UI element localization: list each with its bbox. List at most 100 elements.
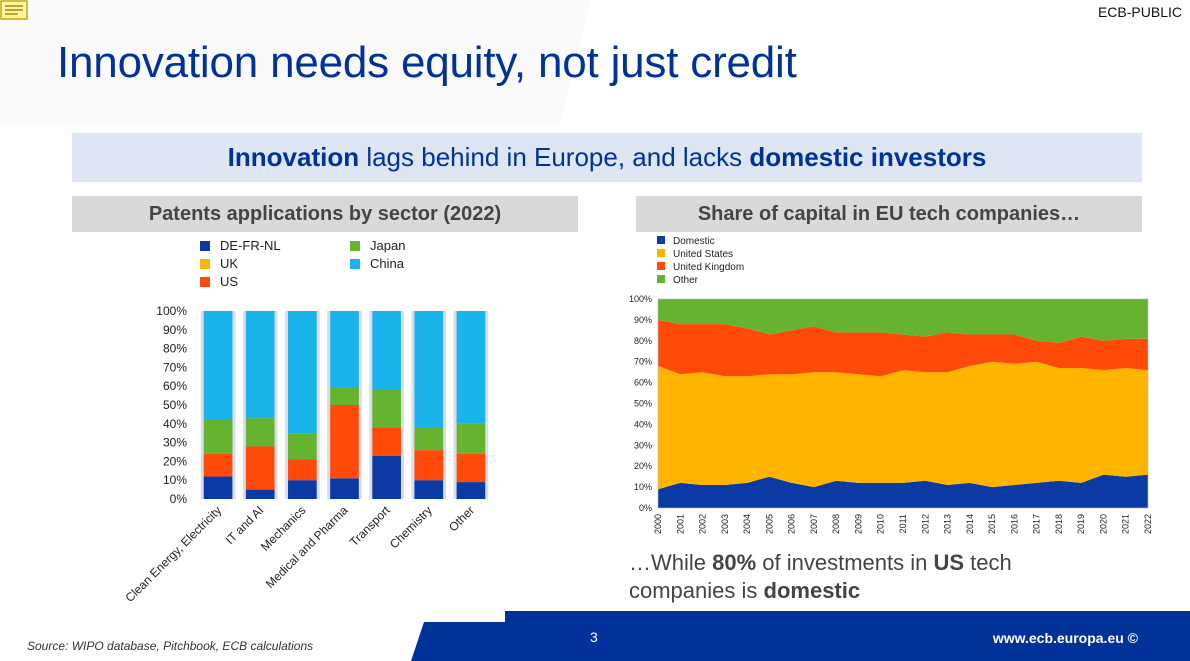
area-series (658, 319, 1148, 377)
bar-segment (330, 405, 359, 479)
bar-segment (245, 311, 275, 419)
bar-segment (456, 311, 486, 424)
bar-segment (330, 388, 359, 405)
x-tick-label: 2008 (831, 514, 841, 534)
bar-segment (203, 311, 233, 421)
legend-swatch (657, 262, 665, 270)
bar-segment (203, 476, 233, 499)
x-tick-label: 2014 (965, 514, 975, 534)
banner-text: lags behind in Europe, and lacks (359, 142, 750, 172)
legend-swatch (200, 277, 210, 287)
y-tick-label: 10% (163, 473, 187, 487)
x-category-label: Other (446, 503, 477, 534)
legend-swatch (350, 259, 360, 269)
bar-segment (414, 480, 444, 499)
legend-label: Japan (370, 238, 405, 253)
bar-segment (456, 423, 486, 454)
banner-text-bold-1: Innovation (227, 142, 360, 172)
left-chart-title: Patents applications by sector (2022) (72, 196, 578, 232)
x-category-label: IT and AI (223, 503, 267, 547)
conclusion-part: …While (629, 550, 713, 575)
conclusion-text: …While 80% of investments in US tech com… (629, 549, 1099, 605)
y-tick-label: 60% (634, 378, 652, 388)
legend-label: DE-FR-NL (220, 238, 281, 253)
x-tick-label: 2018 (1054, 514, 1064, 534)
conclusion-bold: domestic (763, 578, 861, 603)
y-tick-label: 90% (163, 323, 187, 337)
headline-banner: Innovation lags behind in Europe, and la… (72, 133, 1142, 182)
plot-frame (657, 298, 1149, 509)
legend-swatch (200, 241, 210, 251)
area-series (658, 361, 1148, 490)
y-tick-label: 0% (639, 503, 652, 513)
bar-segment (372, 389, 401, 428)
bar-segment (288, 311, 317, 434)
note-icon[interactable] (0, 0, 30, 24)
x-tick-label: 2020 (1098, 514, 1108, 534)
conclusion-bold: US (933, 550, 965, 575)
x-tick-label: 2012 (920, 514, 930, 534)
area-series (658, 299, 1148, 343)
legend-swatch (350, 241, 360, 251)
conclusion-bold: 80% (712, 550, 757, 575)
legend-swatch (657, 275, 665, 283)
bar-segment (414, 427, 444, 451)
legend-swatch (657, 236, 665, 244)
y-tick-label: 100% (629, 294, 652, 304)
bar-segment (414, 450, 444, 481)
slide-title: Innovation needs equity, not just credit (57, 38, 797, 87)
x-tick-label: 2009 (853, 514, 863, 534)
bar-segment (245, 446, 275, 490)
bar-segment (456, 482, 486, 499)
x-tick-label: 2016 (1009, 514, 1019, 534)
x-tick-label: 2003 (720, 514, 730, 534)
classification-label: ECB-PUBLIC (1097, 4, 1182, 20)
x-tick-label: 2001 (675, 514, 685, 534)
y-tick-label: 20% (163, 454, 187, 468)
y-tick-label: 30% (634, 440, 652, 450)
capital-share-area-chart: Domestic United States United Kingdom Other… (629, 236, 1153, 534)
x-tick-label: 2021 (1121, 514, 1131, 534)
y-tick-label: 80% (163, 342, 187, 356)
y-tick-label: 30% (163, 436, 187, 450)
bar-segment (203, 453, 233, 477)
website-link[interactable]: www.ecb.europa.eu © (992, 630, 1138, 646)
bar-segment (245, 489, 275, 499)
bar-segment (245, 418, 275, 447)
x-tick-label: 2013 (943, 514, 953, 534)
bar-segment (330, 478, 359, 499)
x-tick-label: 2017 (1032, 514, 1042, 534)
y-tick-label: 40% (163, 417, 187, 431)
bar-segment (372, 311, 401, 390)
x-tick-label: 2015 (987, 514, 997, 534)
x-category-label: Medical and Pharma (263, 503, 351, 591)
x-tick-label: 2019 (1076, 514, 1086, 534)
y-tick-label: 50% (634, 399, 652, 409)
y-tick-label: 100% (156, 304, 187, 318)
legend-label: UK (220, 256, 238, 271)
page-number: 3 (590, 629, 598, 645)
legend-label: Other (673, 275, 699, 286)
legend-label: United States (673, 249, 733, 260)
bar-segment (203, 420, 233, 454)
y-tick-label: 80% (634, 336, 652, 346)
y-tick-label: 50% (163, 398, 187, 412)
y-tick-label: 10% (634, 482, 652, 492)
x-tick-label: 2006 (787, 514, 797, 534)
bar-segment (330, 311, 359, 389)
bar-segment (456, 453, 486, 483)
bar-segment (372, 427, 401, 456)
patents-bar-chart: DE-FR-NL UK US Japan China 0% 10% 20% 30% 40% 50% 6… (122, 238, 489, 605)
x-tick-label: 2007 (809, 514, 819, 534)
bar-segment (288, 480, 317, 499)
y-tick-label: 70% (163, 360, 187, 374)
area-series (658, 474, 1148, 508)
y-tick-label: 40% (634, 419, 652, 429)
x-category-label: Clean Energy, Electricity (122, 503, 224, 605)
conclusion-part: tech companies is (629, 550, 1012, 603)
conclusion-part: of investments in (756, 550, 934, 575)
y-tick-label: 70% (634, 357, 652, 367)
x-tick-label: 2005 (764, 514, 774, 534)
bar-segment (414, 311, 444, 428)
y-tick-label: 90% (634, 315, 652, 325)
